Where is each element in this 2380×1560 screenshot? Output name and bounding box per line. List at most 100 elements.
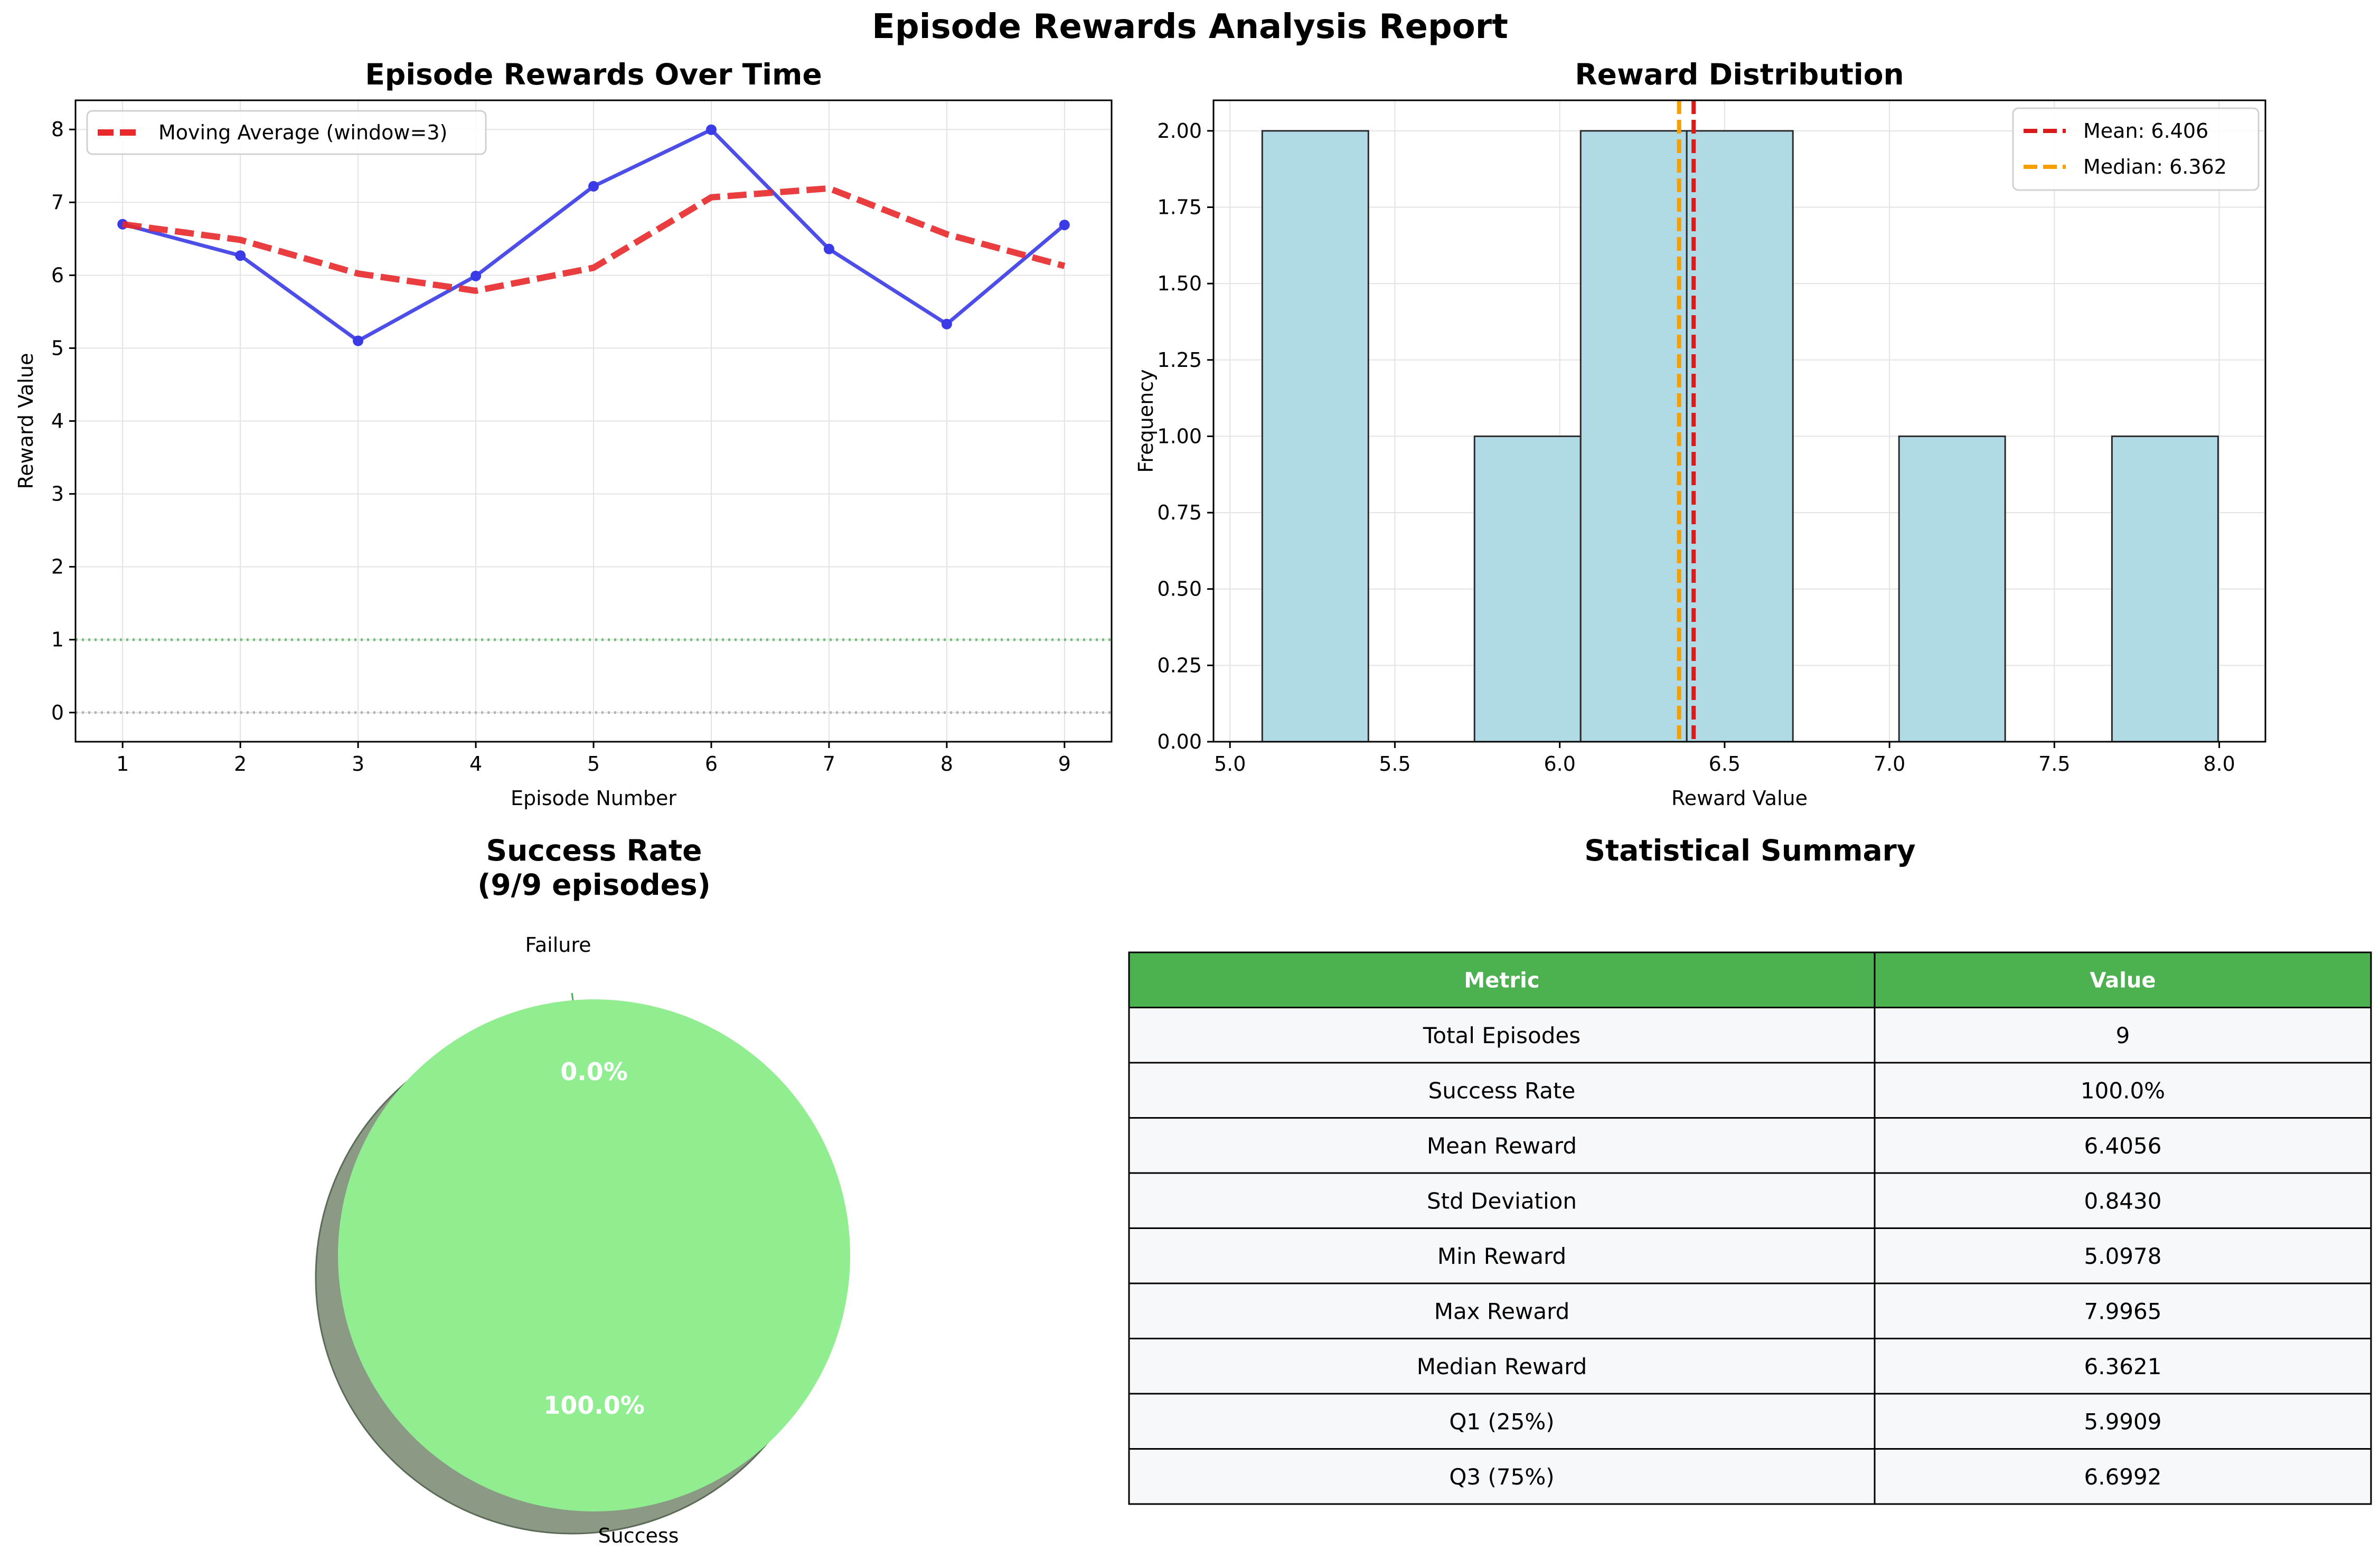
x-tick-label: 6.5 — [1709, 752, 1741, 776]
x-axis-label: Episode Number — [511, 787, 676, 810]
y-tick-label: 2.00 — [1157, 119, 1202, 143]
x-tick-label: 5 — [587, 752, 600, 776]
table-metric-label: Max Reward — [1434, 1298, 1570, 1324]
table-metric-label: Success Rate — [1428, 1077, 1576, 1103]
figure-title: Episode Rewards Analysis Report — [872, 7, 1508, 46]
pie-chart-panel: Success Rate(9/9 episodes) 100.0% 0.0% Succ… — [315, 834, 850, 1547]
table-metric-label: Total Episodes — [1423, 1023, 1581, 1048]
table-cell — [1128, 1007, 1876, 1064]
table-metric-label: Mean Reward — [1427, 1133, 1577, 1159]
x-tick-label: 8 — [940, 752, 953, 776]
pie-pct-label-success: 100.0% — [543, 1391, 645, 1420]
plot-frame — [1212, 99, 2266, 743]
table-cell — [1128, 1448, 1876, 1505]
x-tick-label: 9 — [1058, 752, 1071, 776]
reward-point — [471, 270, 482, 281]
reward-point — [353, 335, 364, 346]
table-metric-label: Q1 (25%) — [1449, 1408, 1554, 1434]
legend-box — [2012, 107, 2260, 191]
histogram-bar — [1686, 130, 1794, 743]
y-tick-label: 8 — [51, 118, 64, 141]
x-tick-label: 1 — [116, 752, 129, 776]
y-tick-label: 5 — [51, 336, 64, 360]
reward-point — [235, 250, 246, 261]
table-metric-label: Q3 (75%) — [1449, 1464, 1554, 1490]
table-value: 7.9965 — [2084, 1298, 2162, 1324]
pie-label-success: Success — [598, 1524, 679, 1547]
table-cell — [1874, 1282, 2372, 1339]
legend-label: Median: 6.362 — [2083, 155, 2227, 178]
table-metric-label: Median Reward — [1417, 1354, 1587, 1379]
y-tick-label: 1.25 — [1157, 348, 1202, 372]
table-header-cell — [1874, 951, 2372, 1008]
x-tick-label: 7.5 — [2038, 752, 2070, 776]
x-tick-label: 2 — [234, 752, 247, 776]
x-tick-label: 7.0 — [1874, 752, 1905, 776]
y-tick-label: 0.25 — [1157, 654, 1202, 677]
reward-point — [588, 181, 599, 192]
y-axis-label: Frequency — [1134, 369, 1158, 472]
x-tick-label: 3 — [352, 752, 364, 776]
chart-title: Reward Distribution — [1575, 58, 1904, 91]
x-tick-label: 6 — [705, 752, 718, 776]
y-tick-label: 1.00 — [1157, 424, 1202, 448]
table-value: 9 — [2116, 1023, 2130, 1048]
y-tick-label: 0 — [51, 701, 64, 724]
table-value: 5.0978 — [2084, 1243, 2162, 1269]
table-value: 5.9909 — [2084, 1408, 2162, 1434]
table-cell — [1128, 1062, 1876, 1119]
histogram-bar — [1473, 435, 1582, 743]
table-cell — [1874, 1338, 2372, 1395]
y-tick-label: 7 — [51, 191, 64, 214]
y-tick-label: 3 — [51, 483, 64, 506]
reward-point — [705, 124, 717, 135]
pie-slice-success — [338, 999, 850, 1511]
table-value: 0.8430 — [2084, 1188, 2162, 1214]
table-cell — [1874, 1448, 2372, 1505]
legend-label: Moving Average (window=3) — [158, 121, 447, 144]
moving-average-line — [122, 185, 1066, 294]
y-tick-label: 1.75 — [1157, 196, 1202, 219]
y-tick-label: 1.50 — [1157, 272, 1202, 295]
x-tick-label: 4 — [469, 752, 482, 776]
histogram-bar — [1261, 130, 1369, 743]
chart-title: Episode Rewards Over Time — [365, 58, 822, 91]
histogram-bar — [2111, 435, 2219, 743]
table-cell — [1874, 1393, 2372, 1450]
y-tick-label: 0.00 — [1157, 730, 1202, 753]
y-tick-label: 0.75 — [1157, 501, 1202, 524]
reward-point — [941, 318, 952, 329]
y-tick-label: 2 — [51, 555, 64, 579]
y-axis-label: Reward Value — [14, 353, 37, 489]
reward-point — [823, 243, 834, 254]
histogram-bar — [1898, 435, 2006, 743]
x-tick-label: 7 — [823, 752, 835, 776]
pie-pct-label-failure: 0.0% — [560, 1057, 628, 1086]
table-header-label: Value — [2090, 968, 2156, 992]
x-tick-label: 8.0 — [2203, 752, 2235, 776]
table-cell — [1128, 1282, 1876, 1339]
x-tick-label: 5.5 — [1379, 752, 1410, 776]
table-metric-label: Min Reward — [1437, 1243, 1566, 1269]
table-header-label: Metric — [1464, 968, 1539, 992]
pie-label-failure: Failure — [525, 933, 591, 957]
table-title: Statistical Summary — [1584, 834, 1915, 867]
table-value: 100.0% — [2081, 1077, 2165, 1103]
chart-title-line2: (9/9 episodes) — [477, 868, 711, 902]
table-cell — [1128, 1393, 1876, 1450]
summary-table-panel: Statistical Summary Metric Value Total Epis… — [1128, 834, 2372, 1505]
x-tick-label: 6.0 — [1544, 752, 1575, 776]
table-metric-label: Std Deviation — [1427, 1188, 1577, 1214]
x-tick-label: 5.0 — [1214, 752, 1246, 776]
y-tick-label: 1 — [51, 628, 64, 651]
table-cell — [1874, 1172, 2372, 1229]
x-axis-label: Reward Value — [1671, 787, 1808, 810]
legend-box — [86, 110, 487, 155]
y-tick-label: 6 — [51, 263, 64, 287]
table-value: 6.3621 — [2084, 1354, 2162, 1379]
legend-label: Mean: 6.406 — [2083, 119, 2208, 143]
y-tick-label: 4 — [51, 410, 64, 433]
chart-title-line1: Success Rate — [486, 834, 702, 867]
y-tick-label: 0.50 — [1157, 578, 1202, 601]
